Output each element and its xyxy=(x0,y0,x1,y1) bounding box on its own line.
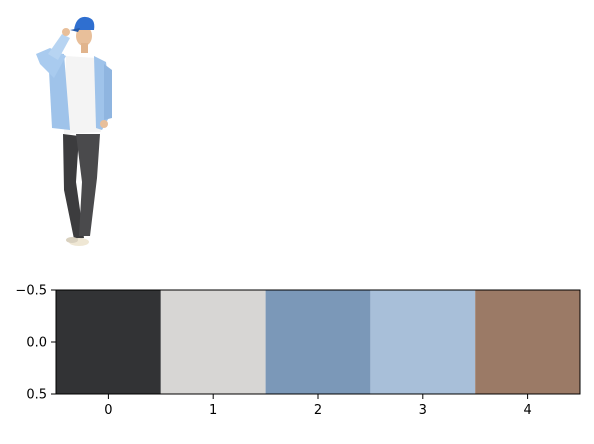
color-cell-2 xyxy=(265,290,371,394)
y-axis: −0.5 0.0 0.5 xyxy=(15,284,56,403)
y-tick-label: −0.5 xyxy=(15,284,47,299)
x-tick-label: 2 xyxy=(314,403,322,418)
x-tick-label: 1 xyxy=(209,403,217,418)
color-cell-3 xyxy=(370,290,476,394)
y-tick-label: 0.5 xyxy=(26,388,47,403)
person-photo-icon xyxy=(36,16,112,246)
color-cells xyxy=(56,290,580,394)
x-tick-label: 0 xyxy=(104,403,112,418)
y-tick-label: 0.0 xyxy=(26,336,47,351)
color-cell-0 xyxy=(56,290,161,394)
x-tick-label: 4 xyxy=(523,403,531,418)
x-axis: 0 1 2 3 4 xyxy=(104,394,532,418)
color-cell-4 xyxy=(475,290,580,394)
color-cell-1 xyxy=(160,290,266,394)
x-tick-label: 3 xyxy=(419,403,427,418)
color-swatch-chart: 0 1 2 3 4 −0.5 0.0 0.5 xyxy=(15,284,581,418)
